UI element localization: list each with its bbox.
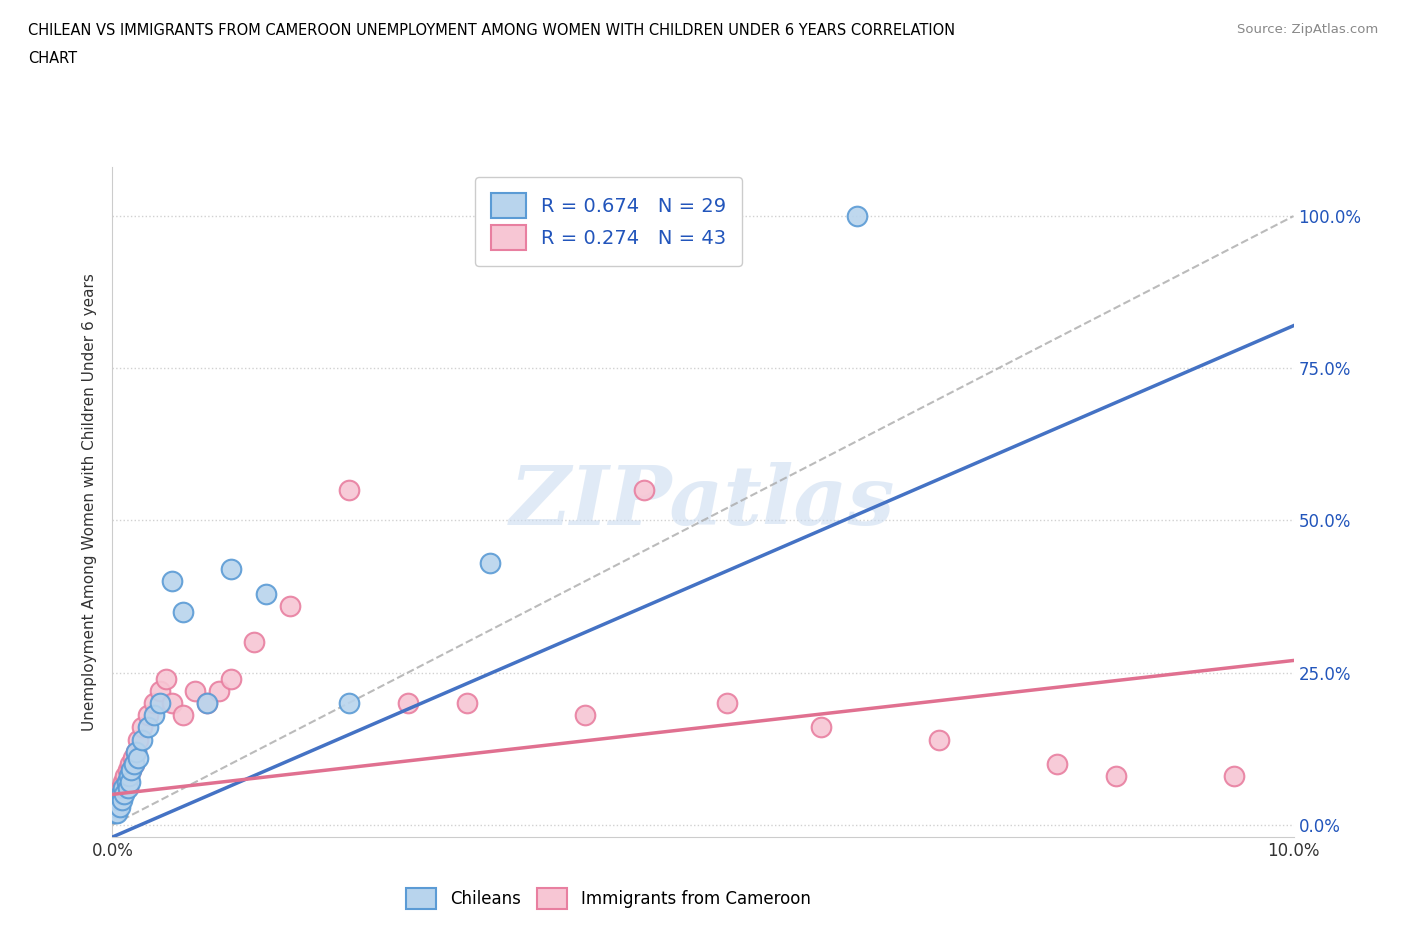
- Point: [337, 483, 360, 498]
- Point: [127, 751, 149, 765]
- Point: [574, 708, 596, 723]
- Point: [456, 696, 478, 711]
- Point: [120, 756, 142, 771]
- Point: [928, 732, 950, 747]
- Text: CHILEAN VS IMMIGRANTS FROM CAMEROON UNEMPLOYMENT AMONG WOMEN WITH CHILDREN UNDER: CHILEAN VS IMMIGRANTS FROM CAMEROON UNEM…: [28, 23, 955, 38]
- Point: [125, 744, 148, 759]
- Point: [149, 684, 172, 698]
- Point: [208, 684, 231, 698]
- Point: [127, 732, 149, 747]
- Point: [117, 781, 139, 796]
- Point: [1105, 769, 1128, 784]
- Point: [112, 781, 135, 796]
- Point: [1046, 756, 1069, 771]
- Point: [219, 671, 242, 686]
- Point: [131, 732, 153, 747]
- Point: [107, 793, 129, 808]
- Point: [111, 793, 134, 808]
- Point: [716, 696, 738, 711]
- Point: [149, 696, 172, 711]
- Point: [845, 208, 868, 223]
- Point: [120, 763, 142, 777]
- Point: [114, 769, 136, 784]
- Point: [111, 787, 134, 802]
- Point: [131, 720, 153, 735]
- Point: [278, 598, 301, 613]
- Point: [104, 805, 127, 820]
- Point: [104, 799, 127, 814]
- Point: [118, 769, 141, 784]
- Point: [184, 684, 207, 698]
- Point: [136, 708, 159, 723]
- Point: [155, 671, 177, 686]
- Point: [243, 635, 266, 650]
- Point: [118, 769, 141, 784]
- Point: [396, 696, 419, 711]
- Point: [105, 799, 128, 814]
- Point: [160, 574, 183, 589]
- Point: [195, 696, 218, 711]
- Point: [105, 799, 128, 814]
- Point: [195, 696, 218, 711]
- Point: [142, 708, 165, 723]
- Point: [107, 787, 129, 802]
- Point: [121, 751, 143, 765]
- Point: [110, 781, 132, 796]
- Point: [115, 775, 138, 790]
- Point: [172, 708, 194, 723]
- Point: [337, 696, 360, 711]
- Point: [120, 763, 142, 777]
- Point: [254, 586, 277, 601]
- Point: [136, 720, 159, 735]
- Point: [122, 756, 145, 771]
- Point: [112, 781, 135, 796]
- Text: CHART: CHART: [28, 51, 77, 66]
- Point: [105, 805, 128, 820]
- Point: [110, 787, 132, 802]
- Text: ZIPatlas: ZIPatlas: [510, 462, 896, 542]
- Point: [633, 483, 655, 498]
- Point: [479, 555, 502, 570]
- Point: [112, 787, 135, 802]
- Point: [142, 696, 165, 711]
- Point: [810, 720, 832, 735]
- Text: Source: ZipAtlas.com: Source: ZipAtlas.com: [1237, 23, 1378, 36]
- Point: [105, 793, 128, 808]
- Point: [117, 763, 139, 777]
- Point: [108, 793, 131, 808]
- Point: [172, 604, 194, 619]
- Point: [112, 775, 135, 790]
- Point: [120, 775, 142, 790]
- Point: [160, 696, 183, 711]
- Point: [115, 775, 138, 790]
- Legend: Chileans, Immigrants from Cameroon: Chileans, Immigrants from Cameroon: [394, 874, 824, 923]
- Point: [219, 562, 242, 577]
- Y-axis label: Unemployment Among Women with Children Under 6 years: Unemployment Among Women with Children U…: [82, 273, 97, 731]
- Point: [1223, 769, 1246, 784]
- Point: [122, 756, 145, 771]
- Point: [108, 799, 131, 814]
- Point: [125, 744, 148, 759]
